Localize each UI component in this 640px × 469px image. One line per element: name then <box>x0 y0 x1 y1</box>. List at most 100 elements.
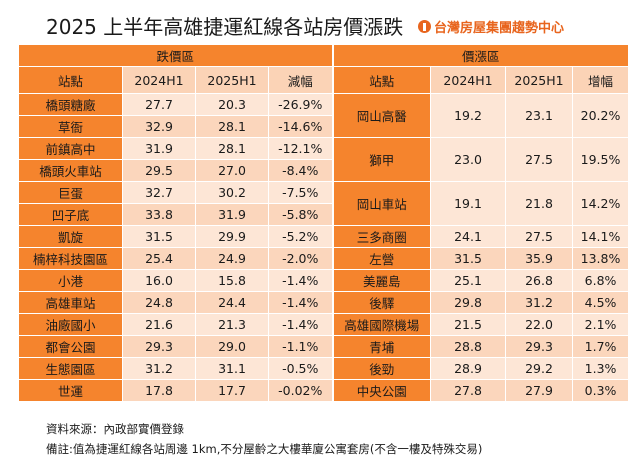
value-cell: 31.2 <box>505 291 574 314</box>
table-row: 凱旋 31.5 29.9 -5.2% 三多商圈 24.1 27.5 14.1% <box>18 225 630 248</box>
value-cell: -12.1% <box>267 137 334 160</box>
value-cell: 24.8 <box>122 291 196 314</box>
station-name: 三多商圈 <box>332 225 432 248</box>
station-name: 生態園區 <box>18 357 123 380</box>
station-name: 美麗島 <box>332 269 432 292</box>
station-name: 世運 <box>18 379 123 402</box>
value-cell: 2.1% <box>572 313 630 336</box>
value-cell: 29.0 <box>195 335 269 358</box>
value-cell: 27.9 <box>505 379 574 402</box>
value-cell: 32.9 <box>122 115 196 138</box>
value-cell: 6.8% <box>572 269 630 292</box>
value-cell: 23.1 <box>505 93 574 138</box>
value-cell: 31.2 <box>122 357 196 380</box>
table-row: 油廠國小 21.6 21.3 -1.4% 高雄國際機場 21.5 22.0 2.1% <box>18 313 630 336</box>
value-cell: 28.1 <box>195 137 269 160</box>
value-cell: 32.7 <box>122 181 196 204</box>
value-cell: 1.7% <box>572 335 630 358</box>
value-cell: -5.8% <box>267 203 334 226</box>
value-cell: -0.02% <box>267 379 334 402</box>
value-cell: 1.3% <box>572 357 630 380</box>
value-cell: 30.2 <box>195 181 269 204</box>
table-row: 巨蛋 32.7 30.2 -7.5% 岡山車站 19.1 21.8 14.2% <box>18 181 630 226</box>
value-cell: 16.0 <box>122 269 196 292</box>
value-cell: 24.4 <box>195 291 269 314</box>
value-cell: 31.5 <box>122 225 196 248</box>
value-cell: 35.9 <box>505 247 574 270</box>
value-cell: 20.2% <box>572 93 630 138</box>
table-row: 高雄車站 24.8 24.4 -1.4% 後驛 29.8 31.2 4.5% <box>18 291 630 314</box>
value-cell: -26.9% <box>267 93 334 116</box>
table-row: 生態園區 31.2 31.1 -0.5% 後勁 28.9 29.2 1.3% <box>18 357 630 380</box>
value-cell: -1.4% <box>267 291 334 314</box>
station-name: 青埔 <box>332 335 432 358</box>
station-name: 中央公園 <box>332 379 432 402</box>
brand-logo: 台灣房屋集團趨勢中心 <box>418 17 564 36</box>
value-cell: 14.2% <box>572 181 630 226</box>
page-title: 2025 上半年高雄捷運紅線各站房價漲跌 <box>46 15 404 39</box>
value-cell: 24.1 <box>430 225 507 248</box>
value-cell: 23.0 <box>430 137 507 182</box>
value-cell: 22.0 <box>505 313 574 336</box>
station-name: 岡山高醫 <box>332 93 432 138</box>
table-row: 前鎮高中 31.9 28.1 -12.1% 獅甲 23.0 27.5 19.5% <box>18 137 630 182</box>
table-row: 草衙 32.9 28.1 -14.6% <box>18 115 629 138</box>
station-name: 後勁 <box>332 357 432 380</box>
col-header: 站點 <box>332 66 432 94</box>
station-name: 獅甲 <box>332 137 432 182</box>
value-cell: 19.5% <box>572 137 630 182</box>
station-name: 橋頭火車站 <box>18 159 123 182</box>
value-cell: 4.5% <box>572 291 630 314</box>
value-cell: 28.1 <box>195 115 269 138</box>
value-cell: 0.3% <box>572 379 630 402</box>
station-name: 凹子底 <box>18 203 123 226</box>
value-cell: 19.1 <box>430 181 507 226</box>
table-row: 世運 17.8 17.7 -0.02% 中央公園 27.8 27.9 0.3% <box>18 379 630 402</box>
station-name: 左營 <box>332 247 432 270</box>
col-header: 站點 <box>18 66 123 94</box>
value-cell: 27.5 <box>505 137 574 182</box>
station-name: 橋頭糖廠 <box>18 93 123 116</box>
value-cell: 31.9 <box>122 137 196 160</box>
value-cell: 29.9 <box>195 225 269 248</box>
col-header: 減幅 <box>267 66 334 94</box>
value-cell: 17.8 <box>122 379 196 402</box>
value-cell: 14.1% <box>572 225 630 248</box>
value-cell: -7.5% <box>267 181 334 204</box>
station-name: 前鎮高中 <box>18 137 123 160</box>
value-cell: 17.7 <box>195 379 269 402</box>
source-note: 資料來源：內政部實價登錄 <box>46 422 184 436</box>
value-cell: -1.1% <box>267 335 334 358</box>
value-cell: 27.0 <box>195 159 269 182</box>
price-change-table: 跌價區 價漲區 站點 2024H1 2025H1 減幅 站點 2024H1 20… <box>17 44 630 402</box>
value-cell: 28.9 <box>430 357 507 380</box>
footnote: 備註:值為捷運紅線各站周邊 1km,不分屋齡之大樓華廈公寓套房(不含一樓及特殊交… <box>46 442 483 456</box>
value-cell: 31.1 <box>195 357 269 380</box>
value-cell: 27.8 <box>430 379 507 402</box>
col-header: 2024H1 <box>122 66 196 94</box>
value-cell: 24.9 <box>195 247 269 270</box>
value-cell: 29.8 <box>430 291 507 314</box>
value-cell: 19.2 <box>430 93 507 138</box>
value-cell: 29.3 <box>505 335 574 358</box>
table-row: 凹子底 33.8 31.9 -5.8% <box>18 203 629 226</box>
col-header: 2024H1 <box>430 66 507 94</box>
value-cell: 29.5 <box>122 159 196 182</box>
table-row: 小港 16.0 15.8 -1.4% 美麗島 25.1 26.8 6.8% <box>18 269 630 292</box>
value-cell: 27.5 <box>505 225 574 248</box>
station-name: 後驛 <box>332 291 432 314</box>
station-name: 小港 <box>18 269 123 292</box>
station-name: 草衙 <box>18 115 123 138</box>
table-row: 都會公園 29.3 29.0 -1.1% 青埔 28.8 29.3 1.7% <box>18 335 630 358</box>
table-row: 橋頭火車站 29.5 27.0 -8.4% <box>18 159 629 182</box>
col-header: 2025H1 <box>505 66 574 94</box>
value-cell: 29.2 <box>505 357 574 380</box>
value-cell: 20.3 <box>195 93 269 116</box>
station-name: 岡山車站 <box>332 181 432 226</box>
value-cell: -5.2% <box>267 225 334 248</box>
value-cell: 33.8 <box>122 203 196 226</box>
value-cell: 25.4 <box>122 247 196 270</box>
station-name: 高雄國際機場 <box>332 313 432 336</box>
col-header: 增幅 <box>572 66 630 94</box>
value-cell: 31.5 <box>430 247 507 270</box>
